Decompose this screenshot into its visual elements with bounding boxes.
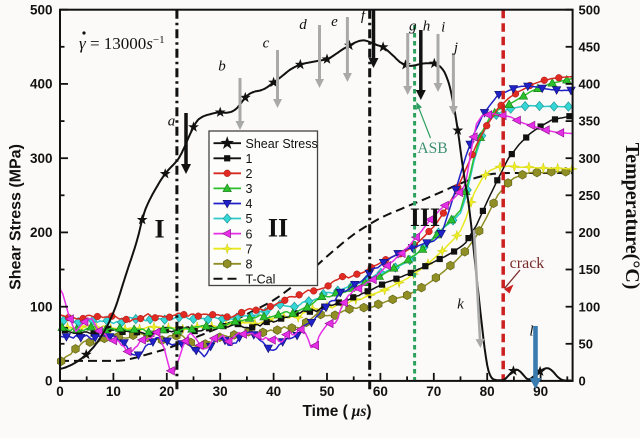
- svg-text:30: 30: [213, 384, 228, 399]
- svg-text:0: 0: [56, 384, 64, 399]
- svg-text:50: 50: [579, 336, 593, 351]
- svg-text:250: 250: [579, 188, 601, 203]
- svg-text:k: k: [457, 297, 464, 313]
- svg-text:200: 200: [30, 225, 53, 240]
- svg-text:450: 450: [579, 39, 601, 54]
- svg-text:300: 300: [579, 151, 601, 166]
- svg-text:150: 150: [579, 262, 601, 277]
- svg-text:60: 60: [373, 384, 388, 399]
- svg-text:400: 400: [579, 77, 601, 92]
- svg-text:Shear Stress (MPa): Shear Stress (MPa): [8, 144, 25, 290]
- svg-text:0: 0: [45, 374, 53, 389]
- svg-text:500: 500: [30, 3, 53, 18]
- svg-text:a: a: [168, 114, 176, 130]
- svg-text:i: i: [441, 20, 445, 36]
- svg-text:90: 90: [533, 384, 548, 399]
- svg-text:500: 500: [579, 2, 601, 17]
- svg-text:7: 7: [246, 242, 253, 256]
- svg-text:20: 20: [159, 384, 174, 399]
- svg-text:8: 8: [246, 258, 253, 272]
- svg-text:4: 4: [246, 197, 253, 211]
- svg-text:b: b: [218, 59, 226, 75]
- svg-text:d: d: [299, 17, 307, 33]
- svg-text:crack: crack: [510, 255, 545, 272]
- svg-text:II: II: [268, 214, 288, 243]
- svg-text:70: 70: [426, 384, 441, 399]
- svg-text:e: e: [331, 14, 338, 30]
- svg-text:200: 200: [579, 225, 601, 240]
- svg-text:Time ( μs): Time ( μs): [302, 403, 371, 420]
- svg-text:300: 300: [30, 151, 53, 166]
- svg-text:l: l: [529, 324, 533, 340]
- svg-text:ASB: ASB: [417, 140, 447, 157]
- svg-text:6: 6: [246, 227, 253, 241]
- svg-text:50: 50: [319, 384, 334, 399]
- svg-text:1: 1: [246, 152, 253, 166]
- svg-text:Shear Stress: Shear Stress: [246, 137, 318, 151]
- svg-text:c: c: [263, 36, 270, 52]
- svg-text:0: 0: [579, 374, 586, 389]
- svg-text:40: 40: [266, 384, 281, 399]
- svg-text:5: 5: [246, 212, 253, 226]
- svg-text:350: 350: [579, 114, 601, 129]
- svg-text:100: 100: [30, 300, 53, 315]
- svg-text:f: f: [361, 8, 367, 24]
- svg-text:80: 80: [480, 384, 495, 399]
- svg-text:h: h: [423, 19, 431, 35]
- svg-text:I: I: [155, 215, 165, 244]
- svg-text:III: III: [410, 203, 440, 232]
- svg-text:3: 3: [246, 182, 253, 196]
- svg-text:Temperature(°C): Temperature(°C): [621, 143, 640, 290]
- svg-text:2: 2: [246, 167, 253, 181]
- svg-text:T-Cal: T-Cal: [246, 273, 276, 287]
- svg-text:100: 100: [579, 299, 601, 314]
- svg-text:10: 10: [106, 384, 121, 399]
- svg-text:g: g: [409, 19, 417, 35]
- svg-text:j: j: [452, 40, 458, 56]
- svg-text:400: 400: [30, 77, 53, 92]
- svg-text:γ = 13000s−1: γ = 13000s−1: [79, 34, 165, 53]
